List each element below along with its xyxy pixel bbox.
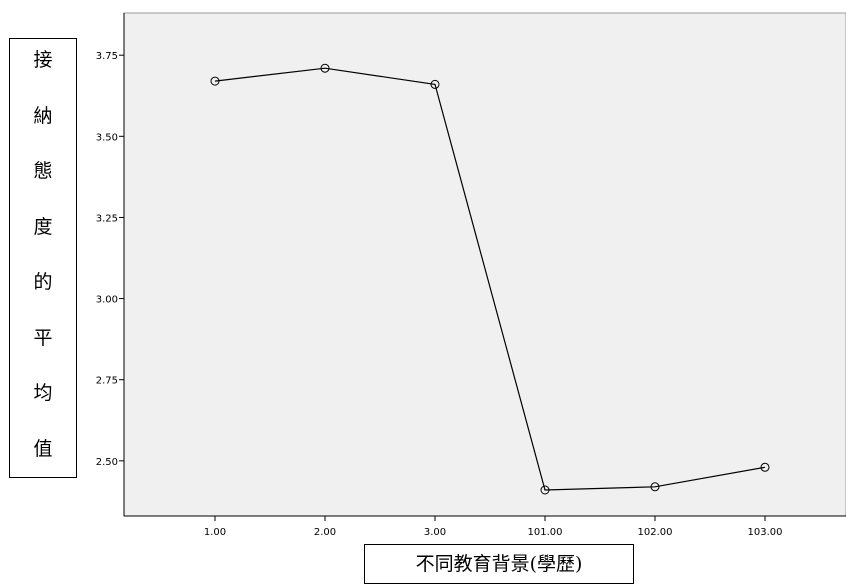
series-line (214, 67, 766, 491)
y-label-char: 態 (33, 160, 53, 182)
x-tick-label: 1.00 (204, 527, 226, 538)
x-tick-label: 3.00 (424, 527, 446, 538)
y-ticks: 2.50 2.75 3.00 3.25 3.50 3.75 (96, 51, 124, 468)
x-axis-label: 不同教育背景(學歷) (364, 544, 634, 584)
y-label-char: 接 (33, 49, 53, 71)
y-tick-label: 2.75 (96, 376, 118, 387)
x-tick-label: 102.00 (638, 527, 673, 538)
y-tick-label: 3.00 (96, 295, 118, 306)
y-tick-label: 3.50 (96, 132, 118, 143)
y-axis-label: 接納態度的平均值 (9, 38, 77, 478)
y-label-char: 值 (33, 437, 53, 460)
y-label-char: 的 (33, 271, 53, 293)
data-point (760, 462, 770, 472)
y-tick-label: 2.50 (96, 457, 118, 468)
y-label-char: 度 (33, 215, 53, 238)
data-points (210, 63, 770, 495)
y-label-char: 平 (33, 326, 53, 349)
data-point (210, 76, 220, 86)
x-tick-label: 2.00 (314, 527, 336, 538)
x-tick-label: 103.00 (748, 527, 783, 538)
data-point (320, 63, 330, 73)
data-point (650, 482, 660, 492)
plot-area (123, 12, 846, 517)
y-label-char: 納 (33, 104, 53, 127)
y-tick-label: 3.25 (96, 213, 118, 224)
x-tick-label: 101.00 (528, 527, 563, 538)
data-point (540, 485, 550, 495)
y-label-char: 均 (33, 382, 53, 404)
data-point (430, 79, 440, 89)
y-tick-label: 3.75 (96, 51, 118, 62)
x-ticks: 1.00 2.00 3.00 101.00 102.00 103.00 (204, 516, 783, 538)
